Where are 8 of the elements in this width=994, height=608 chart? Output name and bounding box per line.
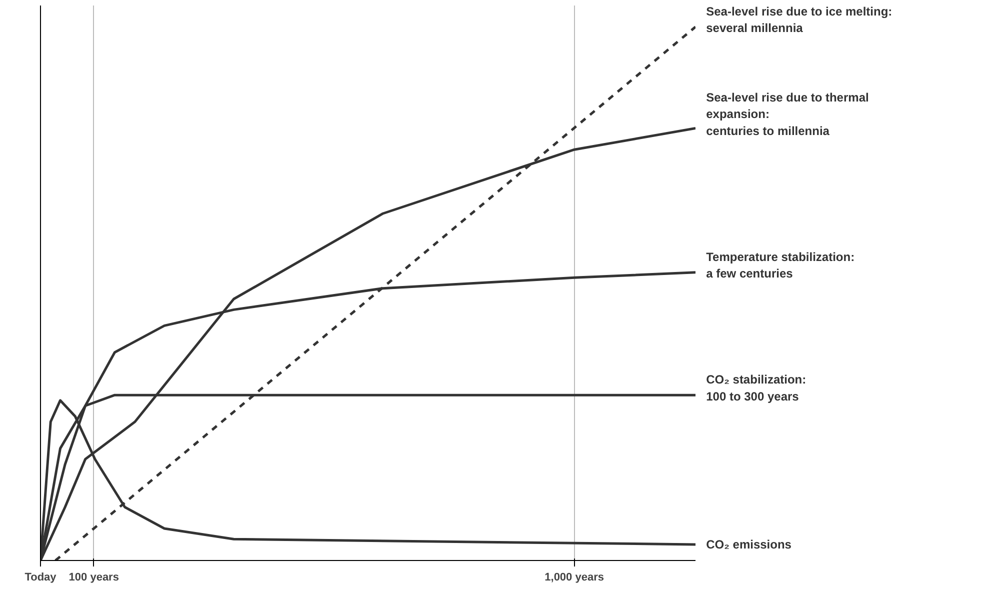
series-label: CO₂ stabilization: 100 to 300 years (706, 372, 806, 404)
series-label: Sea-level rise due to thermal expansion: centuries to millennia (706, 90, 869, 138)
series-label: Sea-level rise due to ice melting: several millennia (706, 4, 892, 36)
series-label: CO₂ emissions (706, 537, 792, 552)
x-tick-label: 1,000 years (544, 572, 604, 584)
series-label: Temperature stabilization: a few centuries (706, 250, 855, 281)
x-tick-label: Today (24, 572, 58, 584)
x-tick-label: 100 years (68, 572, 119, 584)
